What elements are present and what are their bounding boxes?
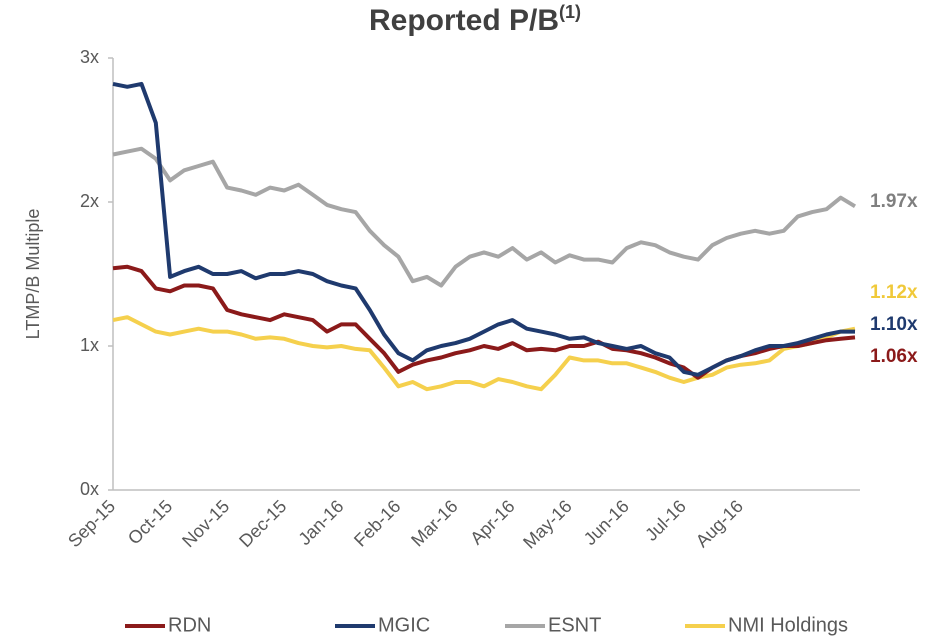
- x-tick-label: Nov-15: [178, 496, 233, 551]
- x-tick-label: May-16: [519, 496, 576, 553]
- x-tick-label: Oct-15: [124, 496, 176, 548]
- legend-label: MGIC: [378, 614, 430, 636]
- legend-label: NMI Holdings: [728, 614, 848, 636]
- x-tick-label: Dec-15: [235, 496, 290, 551]
- x-tick-label: Feb-16: [350, 496, 404, 550]
- y-tick-label: 2x: [80, 191, 99, 211]
- x-tick-label: Jan-16: [294, 496, 347, 549]
- x-tick-label: Jul-16: [641, 496, 690, 545]
- chart-title: Reported P/B(1): [369, 2, 581, 37]
- x-tick-label: Mar-16: [407, 496, 461, 550]
- legend-label: RDN: [168, 614, 211, 636]
- title-text: Reported P/B: [369, 4, 559, 37]
- title-note: (1): [559, 2, 581, 22]
- end-label: 1.06x: [870, 346, 918, 367]
- series-line: [112, 146, 857, 288]
- end-label: 1.12x: [870, 282, 918, 303]
- y-tick-label: 1x: [80, 335, 99, 355]
- series-line: [112, 81, 855, 377]
- end-label: 1.97x: [870, 191, 918, 212]
- x-tick-label: Aug-16: [692, 496, 747, 551]
- y-axis-label: LTMP/B Multiple: [23, 209, 43, 340]
- x-tick-label: Apr-16: [466, 496, 518, 548]
- series-line: [112, 315, 856, 392]
- series-line: [112, 264, 856, 380]
- y-tick-label: 3x: [80, 47, 99, 67]
- end-label: 1.10x: [870, 314, 918, 335]
- legend-label: ESNT: [548, 614, 601, 636]
- x-tick-label: Jun-16: [580, 496, 633, 549]
- y-tick-label: 0x: [80, 479, 99, 499]
- x-tick-label: Sep-15: [64, 496, 119, 551]
